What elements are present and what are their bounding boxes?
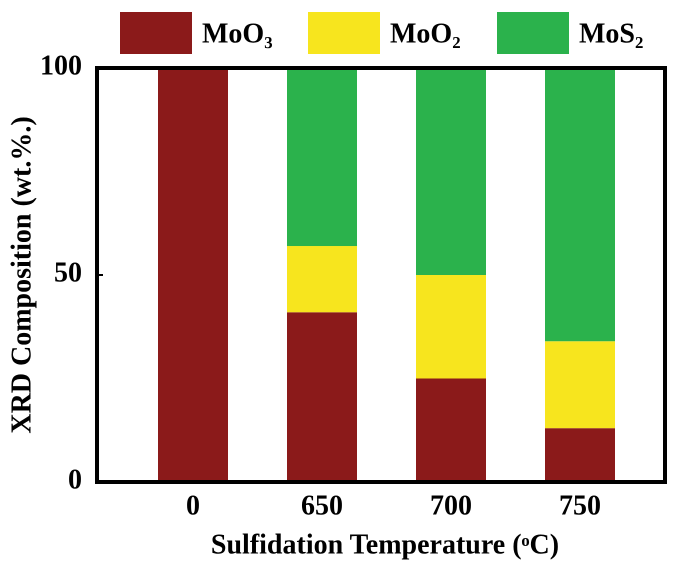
bar-segment bbox=[287, 312, 357, 482]
bar-segment bbox=[545, 428, 615, 482]
x-tick-label: 700 bbox=[430, 490, 472, 521]
y-tick-label: 100 bbox=[40, 50, 82, 81]
plot-frame bbox=[95, 66, 667, 484]
legend-label: MoS₂ bbox=[579, 18, 643, 49]
x-tick-label: 0 bbox=[186, 490, 200, 521]
x-tick-label: 750 bbox=[559, 490, 601, 521]
bar-segment bbox=[287, 68, 357, 247]
bar-segment bbox=[545, 68, 615, 342]
y-tick-label: 0 bbox=[68, 464, 82, 495]
bar-segment bbox=[416, 275, 486, 379]
x-axis-label: Sulfidation Temperature (ᵒC) bbox=[211, 529, 559, 560]
y-tick-label: 50 bbox=[54, 257, 82, 288]
x-tick-label: 650 bbox=[301, 490, 343, 521]
legend-swatch bbox=[497, 12, 569, 54]
bar-segment bbox=[545, 341, 615, 429]
legend-label: MoO₂ bbox=[390, 18, 461, 49]
y-axis-label: XRD Composition (wt.%.) bbox=[6, 116, 37, 433]
bar-segment bbox=[416, 68, 486, 275]
bar-segment bbox=[287, 246, 357, 313]
legend-swatch bbox=[120, 12, 192, 54]
bar-segment bbox=[158, 68, 228, 482]
legend-swatch bbox=[308, 12, 380, 54]
legend-label: MoO₃ bbox=[202, 18, 273, 49]
bar-segment bbox=[416, 378, 486, 482]
